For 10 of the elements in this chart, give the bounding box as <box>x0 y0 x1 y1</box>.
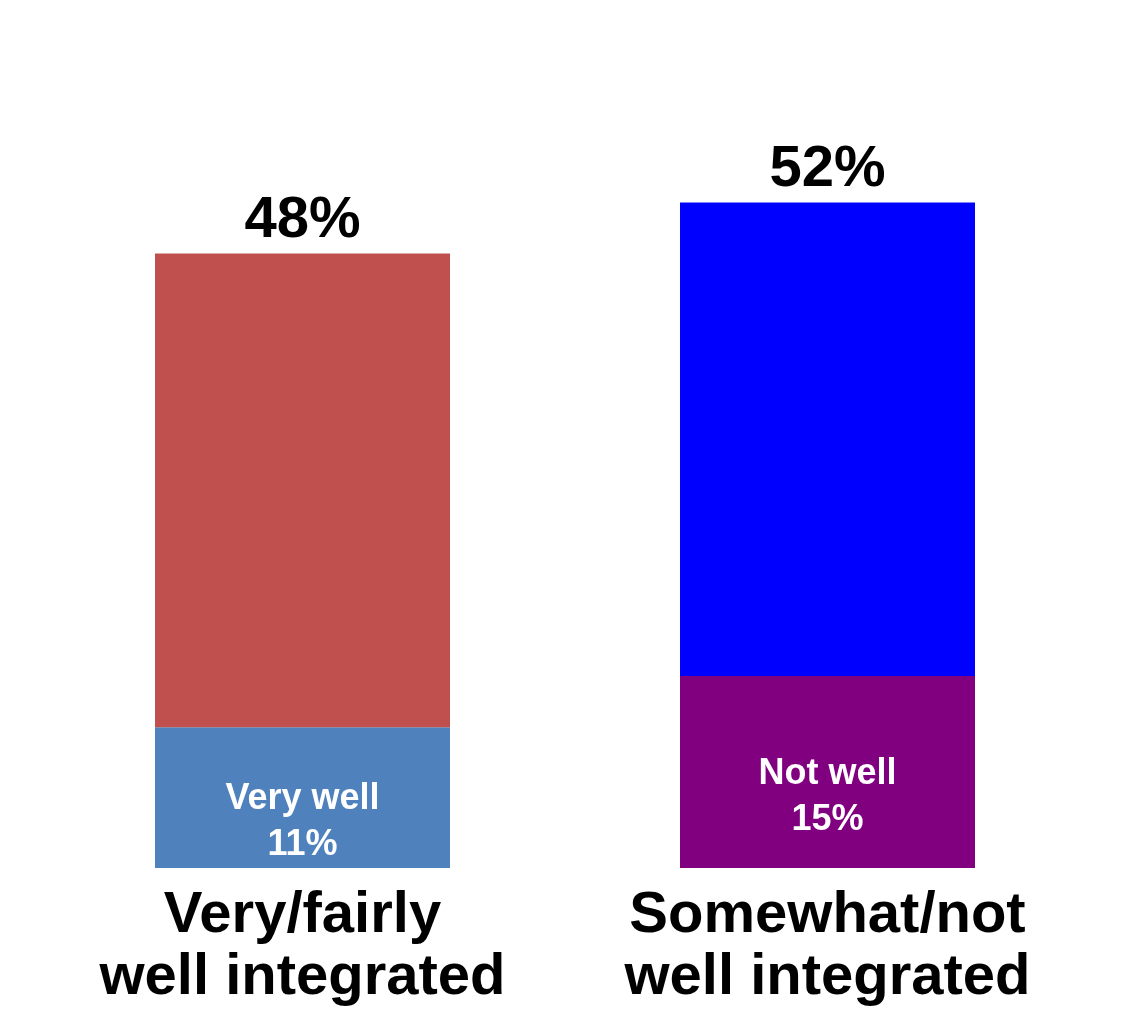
bar <box>155 253 450 728</box>
data-label: Not well 15% <box>758 750 897 838</box>
bar <box>680 202 975 676</box>
bar <box>680 676 975 868</box>
x-tick-label: Very/fairly well integrated <box>98 878 506 1006</box>
total-label: 48% <box>244 184 361 250</box>
bar <box>155 727 450 868</box>
x-tick-label: Somewhat/not well integrated <box>623 878 1031 1006</box>
data-label: Very well 11% <box>225 776 380 864</box>
total-label: 52% <box>769 132 886 198</box>
